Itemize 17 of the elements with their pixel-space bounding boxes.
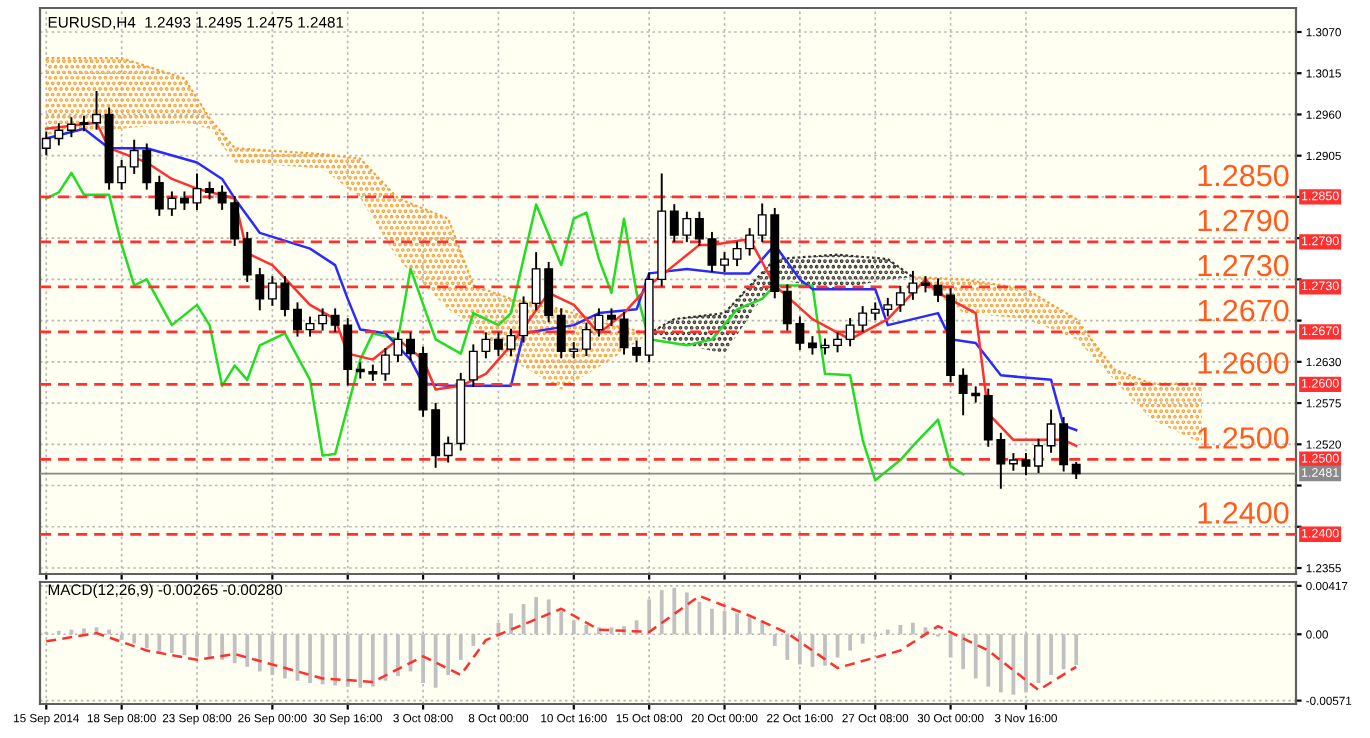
candlestick	[92, 90, 101, 130]
text: 1.2400	[1198, 502, 1289, 524]
text: 1.2670	[1198, 299, 1289, 322]
candlestick	[519, 296, 529, 343]
text: 1.2850	[1198, 164, 1289, 187]
text: 1.2790	[1198, 209, 1289, 232]
candlestick	[192, 173, 202, 210]
candlestick	[293, 302, 302, 337]
candlestick	[506, 328, 516, 357]
line-series	[45, 171, 965, 482]
candlestick	[1034, 438, 1043, 474]
text: 1.2500	[1198, 427, 1289, 449]
line-series	[45, 594, 1078, 692]
text: 1.2600	[1198, 352, 1289, 374]
text: 1.2730	[1198, 254, 1289, 277]
candlestick	[493, 332, 503, 357]
candlestick	[406, 332, 415, 361]
